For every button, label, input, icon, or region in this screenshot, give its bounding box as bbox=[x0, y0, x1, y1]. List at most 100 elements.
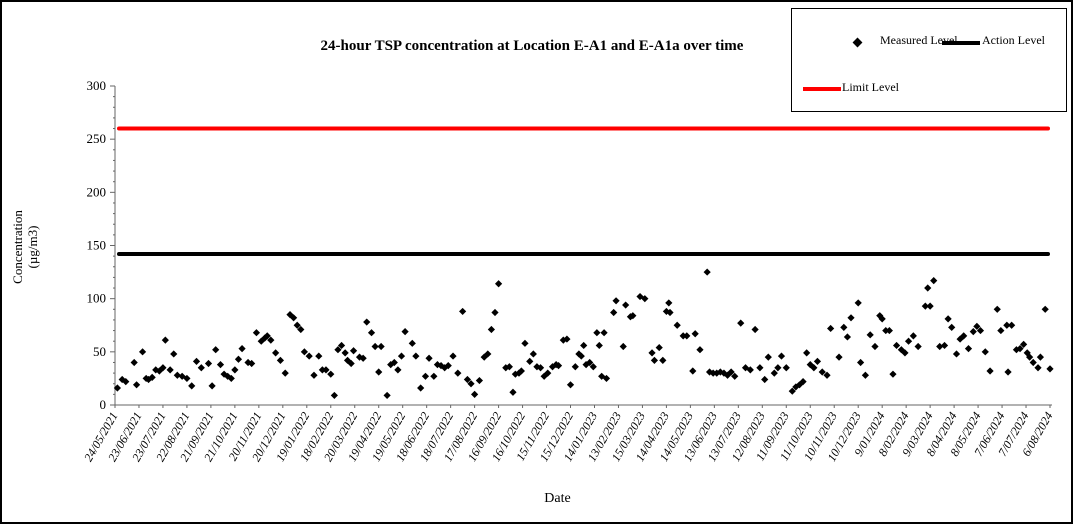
data-point bbox=[731, 372, 739, 380]
data-point bbox=[337, 341, 346, 350]
data-point bbox=[122, 378, 130, 386]
data-point bbox=[533, 363, 541, 371]
data-point bbox=[526, 357, 534, 366]
data-point bbox=[716, 368, 724, 376]
data-point bbox=[563, 335, 571, 343]
data-point bbox=[377, 342, 385, 351]
data-point bbox=[648, 349, 656, 357]
data-point bbox=[960, 332, 968, 340]
data-point bbox=[300, 348, 308, 356]
data-point bbox=[683, 332, 691, 340]
data-point bbox=[969, 328, 977, 336]
data-point bbox=[659, 356, 667, 364]
data-point bbox=[806, 360, 814, 369]
data-point bbox=[705, 368, 714, 376]
data-point bbox=[341, 349, 349, 357]
data-point bbox=[936, 342, 944, 351]
data-point bbox=[782, 364, 790, 372]
data-point bbox=[823, 371, 831, 379]
data-point bbox=[641, 295, 649, 303]
y-axis-title: Concentration (µg/m3) bbox=[10, 167, 170, 327]
y-axis-title-line1: Concentration bbox=[10, 210, 25, 284]
data-point bbox=[948, 323, 956, 331]
data-point bbox=[183, 374, 191, 383]
data-point bbox=[764, 353, 772, 361]
measured-level-points bbox=[113, 268, 1054, 400]
data-point bbox=[521, 339, 529, 347]
data-point bbox=[861, 371, 869, 379]
data-point bbox=[727, 368, 735, 376]
data-point bbox=[1041, 305, 1049, 313]
data-point bbox=[689, 367, 697, 375]
data-point bbox=[602, 374, 611, 383]
data-point bbox=[170, 350, 178, 358]
data-point bbox=[810, 364, 818, 372]
data-point bbox=[494, 280, 503, 288]
data-point bbox=[394, 366, 402, 374]
data-point bbox=[589, 363, 597, 371]
data-point bbox=[330, 391, 338, 400]
data-point bbox=[216, 360, 225, 369]
data-point bbox=[892, 341, 901, 350]
data-point bbox=[152, 366, 160, 374]
data-point bbox=[234, 355, 243, 363]
data-point bbox=[847, 314, 855, 322]
data-point bbox=[449, 352, 457, 360]
data-point bbox=[334, 346, 342, 354]
data-point bbox=[475, 376, 484, 385]
data-point bbox=[166, 366, 174, 374]
data-point bbox=[343, 356, 352, 364]
data-point bbox=[390, 358, 398, 367]
data-point bbox=[566, 381, 575, 389]
data-point bbox=[544, 369, 552, 377]
data-point bbox=[267, 336, 275, 344]
data-point bbox=[691, 330, 699, 338]
data-point bbox=[777, 352, 786, 360]
data-point bbox=[926, 302, 934, 310]
data-point bbox=[595, 341, 603, 350]
data-point bbox=[854, 299, 862, 307]
data-point bbox=[491, 308, 499, 317]
data-point bbox=[876, 312, 884, 320]
action-level-line-icon bbox=[942, 41, 980, 45]
data-point bbox=[665, 299, 673, 307]
data-point bbox=[548, 363, 557, 371]
data-point bbox=[459, 307, 467, 316]
data-point bbox=[290, 314, 298, 322]
data-point bbox=[359, 354, 367, 362]
data-point bbox=[347, 359, 355, 368]
data-point bbox=[281, 369, 289, 377]
data-point bbox=[612, 297, 620, 305]
data-point bbox=[866, 331, 874, 339]
data-point bbox=[401, 328, 409, 336]
data-point bbox=[559, 336, 567, 344]
data-point bbox=[813, 357, 822, 366]
data-point bbox=[212, 346, 220, 354]
data-point bbox=[161, 336, 169, 344]
data-point bbox=[444, 362, 452, 370]
data-point bbox=[897, 346, 905, 354]
y-tick-label: 200 bbox=[87, 184, 107, 199]
data-point bbox=[843, 333, 852, 341]
data-point bbox=[577, 352, 585, 360]
data-point bbox=[993, 305, 1001, 313]
data-point bbox=[529, 350, 537, 358]
data-point bbox=[471, 390, 479, 398]
data-point bbox=[355, 353, 364, 361]
data-point bbox=[986, 367, 994, 375]
data-point bbox=[703, 268, 711, 276]
data-point bbox=[803, 349, 811, 357]
data-point bbox=[293, 321, 301, 329]
data-point bbox=[1004, 368, 1012, 376]
data-point bbox=[751, 325, 759, 334]
data-point bbox=[575, 350, 583, 358]
data-point bbox=[610, 308, 618, 317]
data-point bbox=[662, 307, 671, 316]
data-point bbox=[349, 347, 358, 355]
data-point bbox=[737, 319, 745, 327]
data-point bbox=[417, 384, 425, 392]
data-point bbox=[484, 350, 492, 358]
data-point bbox=[636, 292, 644, 301]
data-point bbox=[363, 318, 371, 326]
data-point bbox=[713, 369, 721, 377]
